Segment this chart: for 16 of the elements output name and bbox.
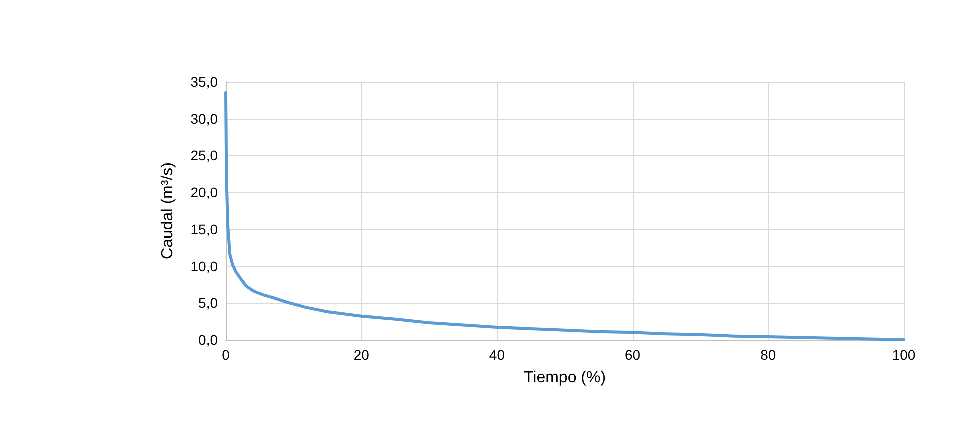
x-tick-label: 40 (489, 347, 506, 363)
y-tick-label: 0,0 (198, 332, 218, 348)
y-tick-label: 25,0 (190, 148, 218, 164)
y-tick-label: 20,0 (190, 184, 218, 201)
y-tick-label: 15,0 (190, 221, 218, 238)
y-tick-label: 35,0 (190, 74, 218, 90)
x-tick-label: 20 (354, 347, 370, 363)
x-axis-title: Tiempo (%) (524, 370, 606, 386)
x-tick-label: 60 (625, 347, 641, 363)
x-tick-label: 0 (222, 347, 230, 363)
y-tick-label: 5,0 (198, 295, 218, 312)
x-tick-label: 80 (760, 347, 776, 363)
y-axis-title: Caudal (m³/s) (160, 162, 176, 260)
x-tick-label: 100 (892, 347, 916, 363)
y-tick-label: 10,0 (190, 258, 218, 274)
y-tick-label: 30,0 (190, 110, 218, 127)
